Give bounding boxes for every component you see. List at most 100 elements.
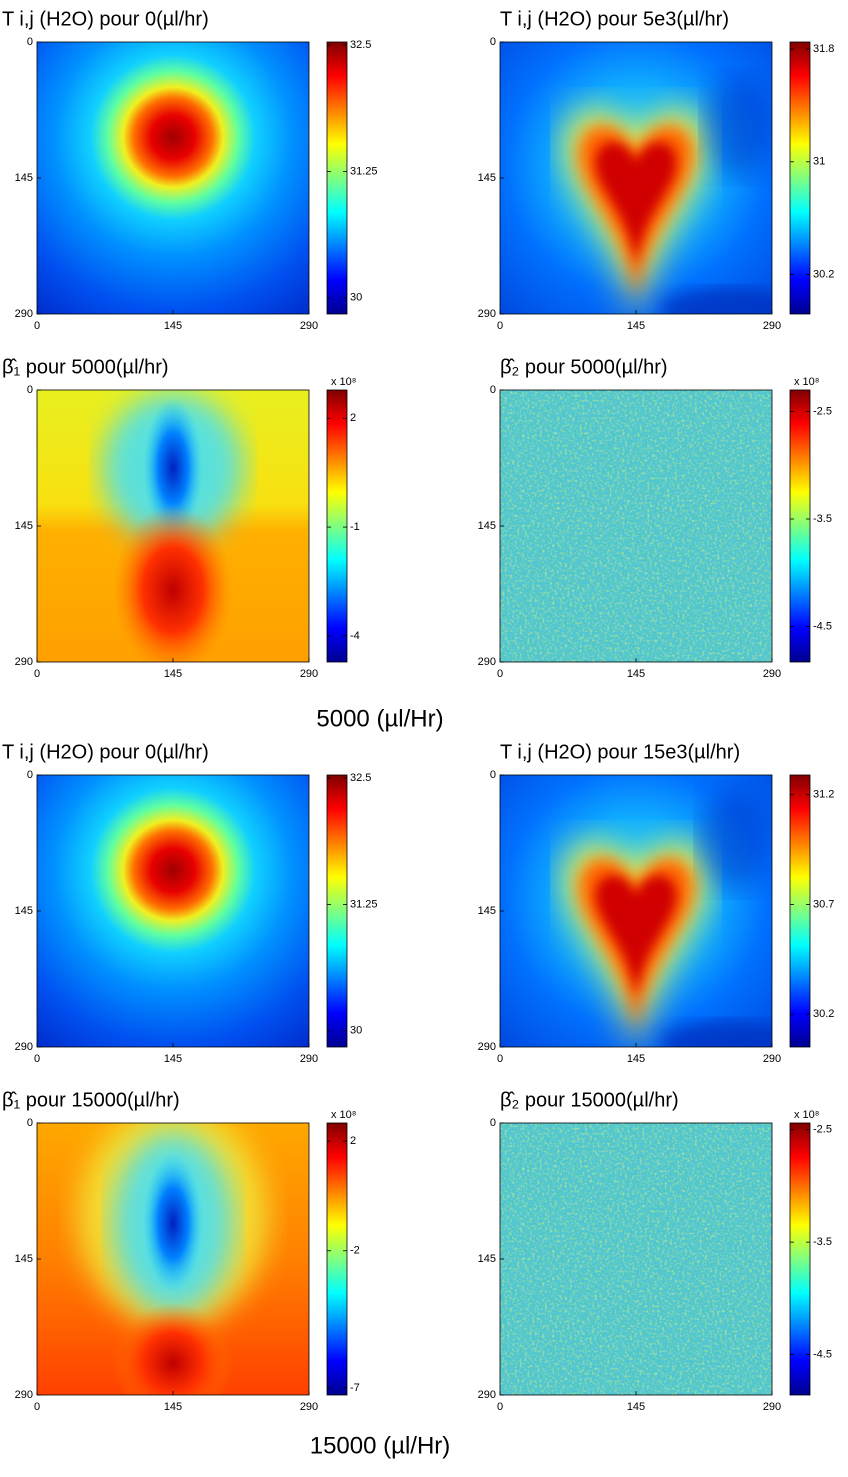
heatmap-core bbox=[595, 875, 677, 998]
colorbar-scale: x 10⁸ bbox=[794, 376, 819, 388]
y-tick-label: 290 bbox=[478, 1041, 496, 1053]
colorbar-tick-label: 31 bbox=[813, 156, 825, 168]
x-tick-label: 0 bbox=[497, 320, 503, 332]
y-tick-label: 0 bbox=[27, 36, 33, 48]
panel: β̂₁ pour 15000(µl/hr)0 145 29001452902-2-7… bbox=[2, 1089, 360, 1413]
heatmap bbox=[500, 42, 772, 314]
heatmap bbox=[37, 1123, 309, 1395]
panel-title: T i,j (H2O) pour 0(µl/hr) bbox=[2, 8, 209, 30]
y-tick-label: 290 bbox=[478, 656, 496, 668]
y-tick-label: 0 bbox=[490, 36, 496, 48]
heatmap-noise bbox=[500, 1123, 772, 1395]
x-tick-label: 145 bbox=[627, 1053, 645, 1065]
x-tick-label: 0 bbox=[34, 1053, 40, 1065]
panel-title: T i,j (H2O) pour 15e3(µl/hr) bbox=[500, 741, 740, 763]
colorbar-tick-label: 31.25 bbox=[350, 165, 378, 177]
panel-title: T i,j (H2O) pour 5e3(µl/hr) bbox=[500, 8, 729, 30]
y-tick-label: 290 bbox=[15, 1389, 33, 1401]
panel: T i,j (H2O) pour 0(µl/hr)0 145 29001452903… bbox=[2, 8, 378, 332]
panel: T i,j (H2O) pour 15e3(µl/hr)0 145 29001452… bbox=[478, 741, 835, 1065]
x-tick-label: 145 bbox=[627, 1401, 645, 1413]
y-tick-label: 0 bbox=[490, 384, 496, 396]
panel-title: β̂₁ pour 15000(µl/hr) bbox=[2, 1089, 180, 1111]
x-tick-label: 290 bbox=[300, 1401, 318, 1413]
colorbar bbox=[326, 41, 348, 315]
x-tick-label: 0 bbox=[34, 1401, 40, 1413]
heatmap-image bbox=[37, 42, 309, 314]
heatmap-cold bbox=[143, 1153, 203, 1293]
heatmap-hot bbox=[113, 505, 233, 662]
colorbar bbox=[326, 774, 348, 1048]
heatmap bbox=[500, 1123, 772, 1395]
heatmap-noise bbox=[500, 390, 772, 662]
colorbar-tick-label: 30.2 bbox=[813, 268, 834, 280]
panel-title: T i,j (H2O) pour 0(µl/hr) bbox=[2, 741, 209, 763]
figure-caption: 5000 (µl/Hr) bbox=[316, 705, 443, 732]
colorbar-tick-label: 32.5 bbox=[350, 772, 371, 784]
colorbar bbox=[789, 389, 811, 663]
x-tick-label: 145 bbox=[627, 320, 645, 332]
y-tick-label: 145 bbox=[15, 1253, 33, 1265]
y-tick-label: 0 bbox=[490, 1117, 496, 1129]
y-tick-label: 290 bbox=[478, 1389, 496, 1401]
y-tick-label: 145 bbox=[478, 172, 496, 184]
x-tick-label: 145 bbox=[164, 668, 182, 680]
heatmap-cold bbox=[700, 790, 770, 890]
colorbar-tick-label: 2 bbox=[350, 412, 356, 424]
colorbar-scale: x 10⁸ bbox=[331, 1109, 356, 1121]
colorbar-tick-label: -2 bbox=[350, 1245, 360, 1257]
x-tick-label: 145 bbox=[627, 668, 645, 680]
y-tick-label: 145 bbox=[15, 520, 33, 532]
x-tick-label: 290 bbox=[763, 1053, 781, 1065]
colorbar-tick-label: -3.5 bbox=[813, 1236, 832, 1248]
colorbar-tick-label: 31.25 bbox=[350, 898, 378, 910]
heatmap-core bbox=[595, 142, 677, 265]
x-tick-label: 0 bbox=[34, 668, 40, 680]
heatmap bbox=[37, 42, 309, 314]
colorbar-scale: x 10⁸ bbox=[794, 1109, 819, 1121]
y-tick-label: 0 bbox=[27, 769, 33, 781]
y-tick-label: 290 bbox=[15, 308, 33, 320]
x-tick-label: 0 bbox=[497, 1401, 503, 1413]
y-tick-label: 145 bbox=[478, 520, 496, 532]
panel: T i,j (H2O) pour 0(µl/hr)0 145 29001452903… bbox=[2, 741, 378, 1065]
y-tick-label: 290 bbox=[15, 656, 33, 668]
colorbar bbox=[789, 41, 811, 315]
panel: β̂₂ pour 5000(µl/hr)0 145 2900145290-2.5-3… bbox=[478, 356, 832, 680]
x-tick-label: 145 bbox=[164, 1401, 182, 1413]
x-tick-label: 290 bbox=[763, 320, 781, 332]
x-tick-label: 290 bbox=[763, 1401, 781, 1413]
colorbar-tick-label: -4 bbox=[350, 630, 360, 642]
heatmap-cold bbox=[143, 398, 203, 538]
y-tick-label: 0 bbox=[27, 384, 33, 396]
colorbar bbox=[789, 774, 811, 1048]
heatmap bbox=[37, 775, 309, 1047]
colorbar-tick-label: -7 bbox=[350, 1382, 360, 1394]
figure-caption: 15000 (µl/Hr) bbox=[310, 1432, 451, 1459]
colorbar bbox=[789, 1122, 811, 1396]
y-tick-label: 290 bbox=[15, 1041, 33, 1053]
colorbar-tick-label: 30.7 bbox=[813, 898, 834, 910]
y-tick-label: 290 bbox=[478, 308, 496, 320]
panel-title: β̂₂ pour 5000(µl/hr) bbox=[500, 356, 668, 378]
colorbar-tick-label: -4.5 bbox=[813, 1348, 832, 1360]
heatmap-image bbox=[37, 775, 309, 1047]
x-tick-label: 0 bbox=[34, 320, 40, 332]
y-tick-label: 0 bbox=[27, 1117, 33, 1129]
heatmap bbox=[500, 390, 772, 662]
colorbar-tick-label: -4.5 bbox=[813, 620, 832, 632]
colorbar-tick-label: 31.8 bbox=[813, 43, 834, 55]
panel-title: β̂₁ pour 5000(µl/hr) bbox=[2, 356, 169, 378]
y-tick-label: 145 bbox=[15, 172, 33, 184]
colorbar-tick-label: -1 bbox=[350, 521, 360, 533]
heatmap bbox=[500, 775, 772, 1047]
heatmap-hot bbox=[113, 1303, 233, 1395]
panel-title: β̂₂ pour 15000(µl/hr) bbox=[500, 1089, 679, 1111]
x-tick-label: 290 bbox=[300, 320, 318, 332]
x-tick-label: 0 bbox=[497, 668, 503, 680]
x-tick-label: 290 bbox=[300, 668, 318, 680]
y-tick-label: 145 bbox=[15, 905, 33, 917]
colorbar-tick-label: -3.5 bbox=[813, 513, 832, 525]
heatmap-cold bbox=[660, 288, 772, 314]
